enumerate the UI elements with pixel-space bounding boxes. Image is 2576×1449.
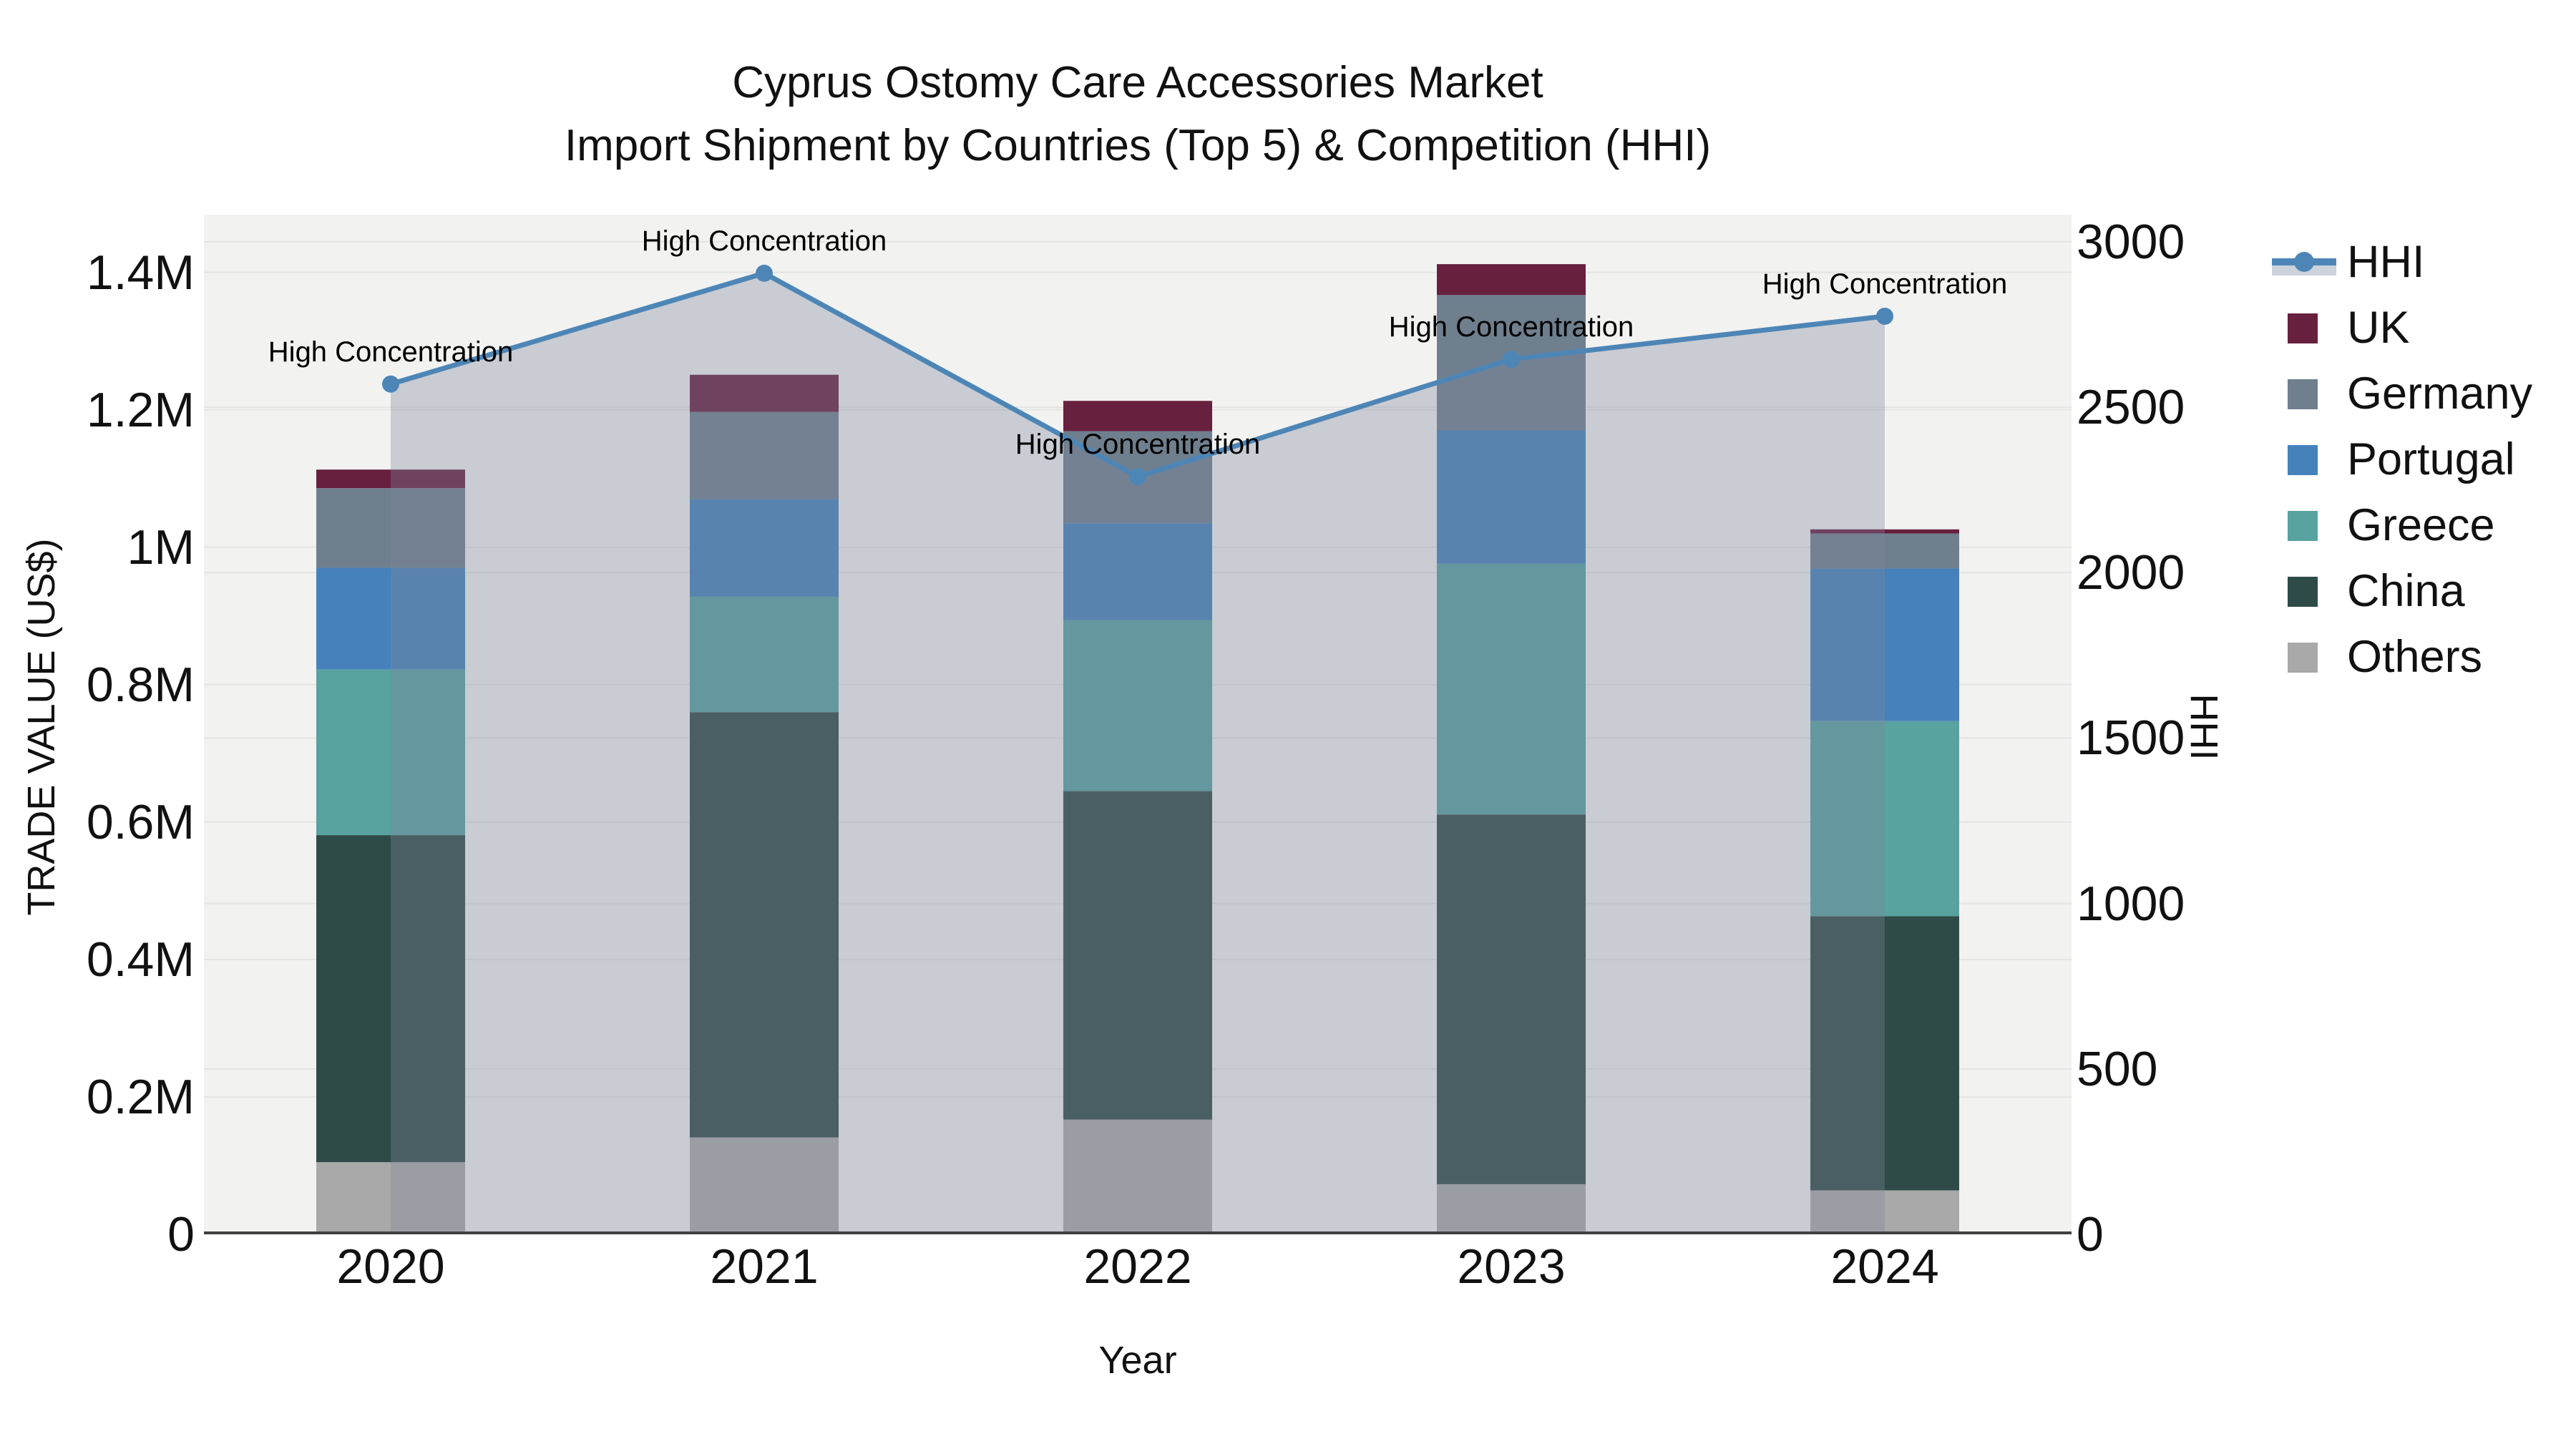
legend-label: Germany <box>2347 369 2533 419</box>
bar-segment-china-2020 <box>316 835 465 1163</box>
hhi-marker-2020 <box>382 375 399 393</box>
color-swatch <box>2288 511 2318 541</box>
legend-label: HHI <box>2347 237 2425 287</box>
legend-label: Greece <box>2347 500 2495 550</box>
bar-segment-portugal-2021 <box>690 499 839 597</box>
bar-segment-uk-2021 <box>690 374 839 412</box>
legend-swatch-china <box>2261 558 2347 624</box>
y-axis-title-left: TRADE VALUE (US$) <box>20 538 63 916</box>
chart-title: Cyprus Ostomy Care Accessories Market Im… <box>204 52 2072 177</box>
legend-swatch-portugal <box>2261 426 2347 492</box>
hhi-area-fill <box>391 273 1885 1234</box>
y-right-tick-label: 3000 <box>2077 214 2185 269</box>
y-right-tick-label: 1500 <box>2077 711 2185 766</box>
bar-segment-portugal-2024 <box>1810 568 1959 721</box>
y-left-tick-label: 0 <box>167 1207 195 1262</box>
x-tick-label-2024: 2024 <box>1830 1239 1939 1294</box>
bar-segment-others-2022 <box>1063 1119 1212 1234</box>
chart-title-line2: Import Shipment by Countries (Top 5) & C… <box>564 121 1712 170</box>
annotation-2024: High Concentration <box>1762 268 2008 300</box>
bar-segment-china-2023 <box>1437 814 1586 1184</box>
y-right-tick-label: 2500 <box>2077 380 2185 435</box>
y-right-tick-label: 500 <box>2077 1041 2158 1096</box>
legend-label: China <box>2347 566 2465 616</box>
legend-item-hhi[interactable]: HHI <box>2261 229 2425 295</box>
color-swatch <box>2288 445 2318 475</box>
legend-item-greece[interactable]: Greece <box>2261 492 2495 558</box>
bar-segment-others-2020 <box>316 1162 465 1234</box>
x-tick-label-2021: 2021 <box>710 1239 819 1294</box>
hhi-marker-2024 <box>1876 307 1893 325</box>
bar-segment-greece-2020 <box>316 669 465 836</box>
y-left-tick-label: 1.2M <box>86 382 195 437</box>
y-right-tick-label: 0 <box>2077 1207 2104 1262</box>
bar-segment-germany-2021 <box>690 411 839 499</box>
y-left-tick-label: 0.8M <box>86 657 195 712</box>
color-swatch <box>2288 643 2318 673</box>
bar-segment-portugal-2020 <box>316 567 465 670</box>
bar-segment-uk-2022 <box>1063 401 1212 431</box>
legend-label: Others <box>2347 632 2483 682</box>
y-left-tick-label: 1M <box>127 519 195 575</box>
annotation-2020: High Concentration <box>268 336 514 368</box>
legend-item-china[interactable]: China <box>2261 558 2465 624</box>
color-swatch <box>2288 379 2318 409</box>
x-tick-label-2022: 2022 <box>1083 1239 1192 1294</box>
y-right-tick-label: 2000 <box>2077 545 2185 600</box>
bar-segment-greece-2022 <box>1063 620 1212 791</box>
bar-segment-others-2024 <box>1810 1190 1959 1234</box>
bar-segment-uk-2020 <box>316 469 465 489</box>
legend-swatch-uk <box>2261 295 2347 361</box>
legend-item-portugal[interactable]: Portugal <box>2261 426 2515 492</box>
bar-segment-others-2023 <box>1437 1184 1586 1234</box>
legend-item-others[interactable]: Others <box>2261 624 2482 690</box>
legend: HHI UK Germany Portugal Greece China Others <box>2261 229 2532 690</box>
bar-segment-china-2021 <box>690 712 839 1138</box>
legend-label: Portugal <box>2347 434 2515 484</box>
bar-segment-china-2022 <box>1063 791 1212 1120</box>
bar-segment-china-2024 <box>1810 916 1959 1191</box>
legend-swatch-others <box>2261 624 2347 690</box>
legend-swatch-hhi <box>2261 229 2347 295</box>
legend-swatch-germany <box>2261 361 2347 426</box>
y-right-tick-label: 1000 <box>2077 876 2185 931</box>
bar-segment-greece-2023 <box>1437 563 1586 815</box>
bar-segment-portugal-2022 <box>1063 523 1212 620</box>
bar-segment-uk-2024 <box>1810 529 1959 534</box>
bar-segment-greece-2021 <box>690 596 839 713</box>
x-axis-title: Year <box>1098 1339 1177 1382</box>
hhi-marker-swatch <box>2294 252 2314 272</box>
legend-item-uk[interactable]: UK <box>2261 295 2410 361</box>
bar-segment-germany-2020 <box>316 488 465 568</box>
legend-label: UK <box>2347 303 2410 353</box>
hhi-marker-2021 <box>756 264 773 282</box>
y-left-tick-label: 0.2M <box>86 1069 195 1124</box>
bar-segment-greece-2024 <box>1810 721 1959 917</box>
bar-segment-portugal-2023 <box>1437 430 1586 564</box>
y-left-tick-label: 0.4M <box>86 932 195 987</box>
chart-title-line1: Cyprus Ostomy Care Accessories Market <box>732 58 1543 107</box>
bar-segment-germany-2024 <box>1810 533 1959 569</box>
x-tick-label-2023: 2023 <box>1457 1239 1566 1294</box>
y-left-tick-label: 1.4M <box>86 245 195 300</box>
plot-area <box>204 215 2072 1234</box>
color-swatch <box>2288 577 2318 607</box>
legend-swatch-greece <box>2261 492 2347 558</box>
hhi-marker-2023 <box>1503 351 1520 369</box>
bar-segment-others-2021 <box>690 1137 839 1234</box>
color-swatch <box>2288 313 2318 343</box>
annotation-2023: High Concentration <box>1388 311 1634 343</box>
annotation-2022: High Concentration <box>1015 429 1261 461</box>
hhi-marker-2022 <box>1129 468 1146 486</box>
annotation-2021: High Concentration <box>641 225 887 257</box>
x-axis-line <box>204 1231 2072 1234</box>
legend-item-germany[interactable]: Germany <box>2261 361 2532 426</box>
x-tick-label-2020: 2020 <box>336 1239 445 1294</box>
y-left-tick-label: 0.6M <box>86 794 195 849</box>
bar-segment-uk-2023 <box>1437 264 1586 296</box>
